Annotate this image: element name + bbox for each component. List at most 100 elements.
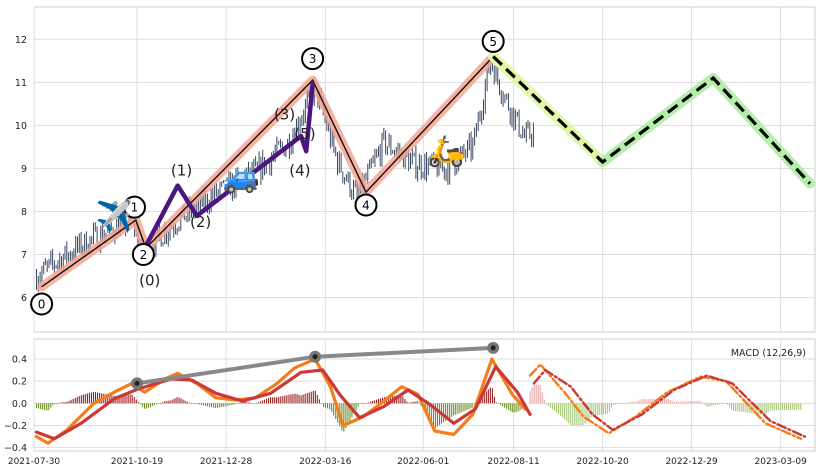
macd-histogram-forecast-bar — [720, 403, 722, 404]
macd-histogram-forecast-bar — [663, 399, 665, 404]
macd-histogram-bar — [461, 403, 463, 413]
macd-histogram-forecast-bar — [771, 403, 773, 411]
macd-histogram-bar — [160, 402, 162, 404]
macd-histogram-bar — [141, 403, 143, 407]
macd-histogram-forecast-bar — [702, 403, 704, 404]
macd-histogram-forecast-bar — [665, 399, 667, 404]
macd-histogram-bar — [327, 403, 329, 409]
macd-histogram-bar — [302, 394, 304, 404]
macd-histogram-bar — [359, 403, 361, 404]
macd-histogram-bar — [200, 403, 202, 405]
impulse-wave-line — [41, 56, 494, 288]
macd-histogram-forecast-bar — [615, 403, 617, 405]
macd-histogram-forecast-bar — [596, 403, 598, 416]
macd-histogram-bar — [485, 391, 487, 404]
macd-panel: 0.4 0.2 0.0 −0.2 −0.4 MACD (12,26,9) 2021-07… — [4, 338, 816, 467]
macd-histogram-forecast-bar — [712, 403, 714, 406]
macd-histogram-forecast-bar — [625, 402, 627, 404]
macd-histogram-bar — [54, 403, 56, 404]
macd-histogram-forecast-bar — [798, 403, 800, 410]
macd-histogram-forecast-bar — [718, 403, 720, 405]
macd-histogram-bar — [225, 403, 227, 407]
macd-trend-dot-center — [490, 345, 496, 351]
macd-histogram-forecast-bar — [696, 400, 698, 404]
macd-histogram-bar — [343, 403, 345, 432]
macd-histogram-bar — [491, 388, 493, 404]
macd-histogram-bar — [107, 394, 109, 404]
macd-histogram-forecast-bar — [627, 402, 629, 404]
macd-histogram-bar — [357, 403, 359, 407]
macd-histogram-bar — [495, 402, 497, 404]
macd-histogram-bar — [204, 403, 206, 406]
macd-histogram-bar — [62, 402, 64, 404]
macd-histogram-forecast-bar — [735, 403, 737, 412]
macd-histogram-bar — [170, 400, 172, 404]
macd-histogram-forecast-bar — [547, 403, 549, 407]
macd-histogram-bar — [229, 403, 231, 406]
macd-histogram-bar — [426, 403, 428, 417]
x-tick-label: 2022-03-16 — [299, 457, 352, 467]
macd-histogram-bar — [514, 403, 516, 413]
macd-y-tick-label: −0.4 — [4, 443, 27, 454]
wave-label-3: (3) — [274, 106, 295, 124]
macd-histogram-forecast-bar — [680, 401, 682, 404]
macd-histogram-bar — [473, 403, 475, 405]
macd-histogram-bar — [388, 396, 390, 404]
x-tick-label: 2021-12-28 — [200, 457, 253, 467]
macd-histogram-bar — [410, 402, 412, 404]
macd-histogram-bar — [99, 392, 101, 404]
macd-histogram-forecast-bar — [566, 403, 568, 422]
macd-histogram-bar — [52, 403, 54, 406]
macd-histogram-bar — [418, 402, 420, 404]
macd-histogram-bar — [174, 398, 176, 404]
wave-overlays — [37, 51, 815, 292]
macd-histogram-bar — [253, 403, 255, 404]
macd-title: MACD (12,26,9) — [731, 348, 806, 359]
price-y-tick-label: 8 — [21, 207, 27, 218]
macd-y-tick-label: −0.2 — [4, 421, 27, 432]
macd-histogram-bar — [345, 403, 347, 429]
macd-histogram-bar — [182, 399, 184, 404]
macd-histogram-bar — [320, 403, 322, 404]
macd-histogram-forecast-bar — [637, 400, 639, 404]
macd-histogram-bar — [60, 402, 62, 404]
macd-histogram-bar — [500, 403, 502, 406]
wave-label-1: 1 — [131, 201, 139, 215]
macd-histogram-bar — [284, 395, 286, 404]
macd-histogram-forecast-bar — [726, 403, 728, 405]
macd-histogram-forecast-bar — [667, 399, 669, 404]
macd-histogram-bar — [312, 390, 314, 404]
macd-histogram-bar — [117, 395, 119, 404]
macd-histogram-bar — [363, 403, 365, 404]
macd-y-tick-label: 0.4 — [12, 354, 27, 365]
macd-histogram-bar — [217, 403, 219, 408]
macd-histogram-forecast-bar — [604, 403, 606, 414]
macd-histogram-bar — [286, 395, 288, 404]
macd-histogram-bar — [439, 403, 441, 426]
macd-histogram-forecast-bar — [661, 399, 663, 404]
macd-histogram-bar — [416, 401, 418, 404]
macd-histogram-bar — [145, 403, 147, 409]
macd-histogram-forecast-bar — [617, 403, 619, 405]
macd-histogram-bar — [196, 403, 198, 404]
macd-histogram-bar — [408, 402, 410, 404]
macd-histogram-bar — [274, 397, 276, 404]
macd-histogram-bar — [373, 400, 375, 404]
macd-histogram-forecast-bar — [790, 403, 792, 410]
macd-histogram-forecast-bar — [537, 384, 539, 404]
price-y-tick-label: 12 — [15, 35, 27, 46]
wave-label-2: (2) — [190, 213, 211, 231]
macd-histogram-forecast-bar — [692, 401, 694, 404]
macd-histogram-bar — [455, 403, 457, 415]
macd-histogram-forecast-bar — [765, 403, 767, 415]
macd-histogram-bar — [463, 403, 465, 412]
macd-histogram-bar — [168, 400, 170, 404]
macd-histogram-bar — [263, 399, 265, 404]
macd-histogram-bar — [406, 401, 408, 404]
macd-histogram-forecast-bar — [710, 403, 712, 406]
macd-histogram-bar — [259, 401, 261, 404]
macd-histogram-forecast-bar — [574, 403, 576, 426]
macd-histogram-forecast-bar — [647, 399, 649, 404]
macd-histogram-forecast-bar — [653, 399, 655, 404]
macd-histogram-bar — [278, 396, 280, 404]
